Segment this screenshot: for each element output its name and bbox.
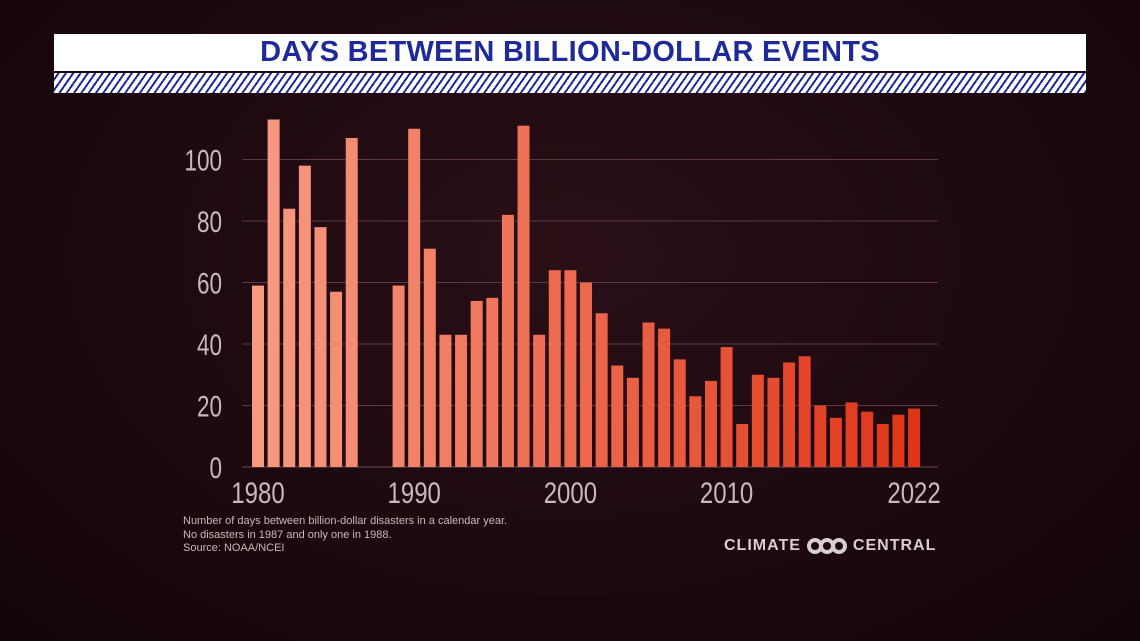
bar-2006 <box>658 328 671 467</box>
note-line: No disasters in 1987 and only one in 198… <box>183 528 392 541</box>
note-line: Number of days between billion-dollar di… <box>183 515 508 527</box>
bar-1985 <box>330 291 343 467</box>
y-tick-label: 40 <box>197 328 222 362</box>
bar-2014 <box>783 362 796 467</box>
bar-1982 <box>283 208 296 467</box>
x-tick-label: 2010 <box>700 475 753 509</box>
x-tick-label: 2022 <box>887 475 940 509</box>
x-tick-label: 1980 <box>231 475 284 509</box>
hatch-stripe <box>54 73 1086 93</box>
x-tick-label: 2000 <box>544 475 597 509</box>
bar-1981 <box>267 119 280 468</box>
bar-2002 <box>595 313 608 467</box>
bar-1980 <box>252 285 264 467</box>
bar-1999 <box>548 270 561 467</box>
bar-2003 <box>611 365 624 467</box>
bar-1989 <box>392 285 405 467</box>
logo-text-left: CLIMATE <box>724 537 801 554</box>
bar-1991 <box>423 248 436 467</box>
source-line: Source: NOAA/NCEI <box>183 542 285 554</box>
y-tick-label: 80 <box>197 205 222 239</box>
bar-1986 <box>345 137 358 467</box>
bar-2021 <box>892 414 905 467</box>
bar-2007 <box>673 359 686 467</box>
logo-text-right: CENTRAL <box>852 537 937 554</box>
y-tick-label: 0 <box>209 451 222 485</box>
bar-1992 <box>439 334 452 467</box>
bar-2020 <box>876 423 889 467</box>
bar-1995 <box>486 297 499 467</box>
bar-1997 <box>517 125 530 468</box>
bar-2010 <box>720 347 733 467</box>
bar-1998 <box>533 334 546 467</box>
bar-2015 <box>798 356 811 467</box>
y-tick-label: 20 <box>197 389 222 423</box>
bar-2022 <box>908 408 921 467</box>
bar-1984 <box>314 227 327 467</box>
bar-2012 <box>751 374 764 467</box>
bar-1993 <box>455 334 468 467</box>
x-tick-label: 1990 <box>388 475 441 509</box>
title-bar: DAYS BETWEEN BILLION-DOLLAR EVENTS <box>54 34 1086 71</box>
y-tick-label: 100 <box>184 143 222 177</box>
bar-1994 <box>470 300 483 467</box>
bar-2001 <box>580 282 593 467</box>
bar-1990 <box>408 128 421 467</box>
bar-2005 <box>642 322 655 467</box>
bar-2004 <box>626 377 639 467</box>
bar-2009 <box>704 380 717 467</box>
bar-2017 <box>829 417 842 467</box>
bar-2016 <box>814 405 827 467</box>
climate-central-logo: CLIMATE CENTRAL <box>724 537 936 555</box>
y-tick-label: 60 <box>197 266 222 300</box>
bar-2000 <box>564 270 577 467</box>
bar-1983 <box>298 165 311 467</box>
bar-2011 <box>736 423 749 467</box>
logo-rings-icon <box>806 538 847 554</box>
chart-notes: Number of days between billion-dollar di… <box>183 515 507 556</box>
bar-1996 <box>501 214 514 467</box>
bar-2019 <box>861 411 874 467</box>
bar-2013 <box>767 377 780 467</box>
chart-title: DAYS BETWEEN BILLION-DOLLAR EVENTS <box>260 36 880 68</box>
bar-2018 <box>845 402 858 467</box>
bar-2008 <box>689 396 702 467</box>
